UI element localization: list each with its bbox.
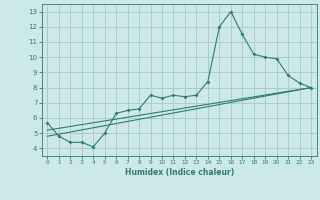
X-axis label: Humidex (Indice chaleur): Humidex (Indice chaleur): [124, 168, 234, 177]
